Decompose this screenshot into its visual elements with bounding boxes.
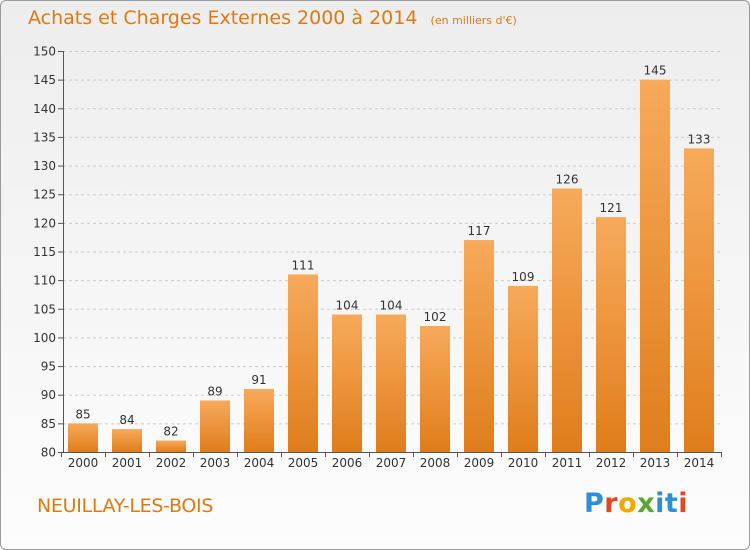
data-label-2003: 89 xyxy=(207,384,222,398)
commune-name: NEUILLAY-LES-BOIS xyxy=(37,495,214,517)
axes: 80 85 90 95 100 105 110 115 120 125 130 135 140 145 15… xyxy=(33,45,722,470)
logo-letter: o xyxy=(618,488,638,519)
y-tick-label: 115 xyxy=(33,245,56,259)
bar-2010 xyxy=(508,285,538,452)
x-tick-label-2003: 2003 xyxy=(200,456,231,470)
y-tick-label: 80 xyxy=(41,446,56,460)
bar-2007 xyxy=(376,314,406,452)
y-tick-label: 110 xyxy=(33,274,56,288)
y-tick-label: 130 xyxy=(33,159,56,173)
proxiti-logo: Proxiti xyxy=(584,488,688,519)
y-tick-label: 85 xyxy=(41,417,56,431)
y-tick-label: 105 xyxy=(33,302,56,316)
chart-title-block: Achats et Charges Externes 2000 à 2014 (… xyxy=(28,7,517,29)
x-tick-label-2005: 2005 xyxy=(288,456,319,470)
logo-letter: P xyxy=(584,488,605,519)
bar-2001 xyxy=(112,429,142,452)
bar-2012 xyxy=(596,217,626,452)
x-tick-label-2007: 2007 xyxy=(376,456,407,470)
logo-letter: i xyxy=(678,488,689,519)
data-label-2010: 109 xyxy=(512,270,535,284)
y-tick-label: 145 xyxy=(33,73,56,87)
bar-2004 xyxy=(244,388,274,452)
data-label-2012: 121 xyxy=(600,201,623,215)
x-tick-label-2008: 2008 xyxy=(420,456,451,470)
chart-title: Achats et Charges Externes 2000 à 2014 xyxy=(28,7,418,29)
data-label-2005: 111 xyxy=(292,258,315,272)
bar-2000 xyxy=(68,423,98,452)
x-tick-label-2010: 2010 xyxy=(508,456,539,470)
x-tick-label-2006: 2006 xyxy=(332,456,363,470)
x-tick-label-2001: 2001 xyxy=(112,456,143,470)
logo-letter: i xyxy=(655,488,665,519)
logo-letter: t xyxy=(664,488,679,519)
logo-letter: x xyxy=(637,488,656,519)
bar-2006 xyxy=(332,314,362,452)
bar-2014 xyxy=(684,148,714,452)
bar-2009 xyxy=(464,240,494,452)
chart-subtitle: (en milliers d'€) xyxy=(430,14,517,27)
x-tick-label-2002: 2002 xyxy=(156,456,187,470)
y-tick-label: 125 xyxy=(33,188,56,202)
x-tick-label-2011: 2011 xyxy=(552,456,583,470)
data-label-2014: 133 xyxy=(688,132,711,146)
data-label-2011: 126 xyxy=(556,172,579,186)
y-tick-label: 140 xyxy=(33,102,56,116)
data-label-2008: 102 xyxy=(424,310,447,324)
bar-2003 xyxy=(200,400,230,452)
x-tick-label-2014: 2014 xyxy=(684,456,715,470)
data-label-2009: 117 xyxy=(468,224,491,238)
data-label-2001: 84 xyxy=(119,413,134,427)
y-tick-label: 150 xyxy=(33,45,56,59)
x-tick-label-2013: 2013 xyxy=(640,456,671,470)
logo-letter: r xyxy=(604,488,619,519)
y-tick-label: 135 xyxy=(33,130,56,144)
data-label-2013: 145 xyxy=(644,64,667,78)
y-tick-label: 90 xyxy=(41,388,56,402)
bar-2005 xyxy=(288,274,318,452)
data-label-2007: 104 xyxy=(380,299,403,313)
y-tick-label: 100 xyxy=(33,331,56,345)
x-tick-label-2000: 2000 xyxy=(68,456,99,470)
bar-2008 xyxy=(420,325,450,452)
x-tick-label-2009: 2009 xyxy=(464,456,495,470)
bar-2013 xyxy=(640,79,670,453)
y-tick-label: 95 xyxy=(41,360,56,374)
x-tick-label-2012: 2012 xyxy=(596,456,627,470)
data-labels: 85 84 82 89 91 111 104 104 102 117 109 126 121 145 133 xyxy=(75,64,710,439)
data-label-2000: 85 xyxy=(75,407,90,421)
data-label-2006: 104 xyxy=(336,299,359,313)
bar-2002 xyxy=(156,440,186,452)
bars xyxy=(68,79,714,453)
data-label-2004: 91 xyxy=(251,373,266,387)
bar-2011 xyxy=(552,188,582,452)
data-label-2002: 82 xyxy=(163,425,178,439)
y-tick-label: 120 xyxy=(33,216,56,230)
x-tick-label-2004: 2004 xyxy=(244,456,275,470)
